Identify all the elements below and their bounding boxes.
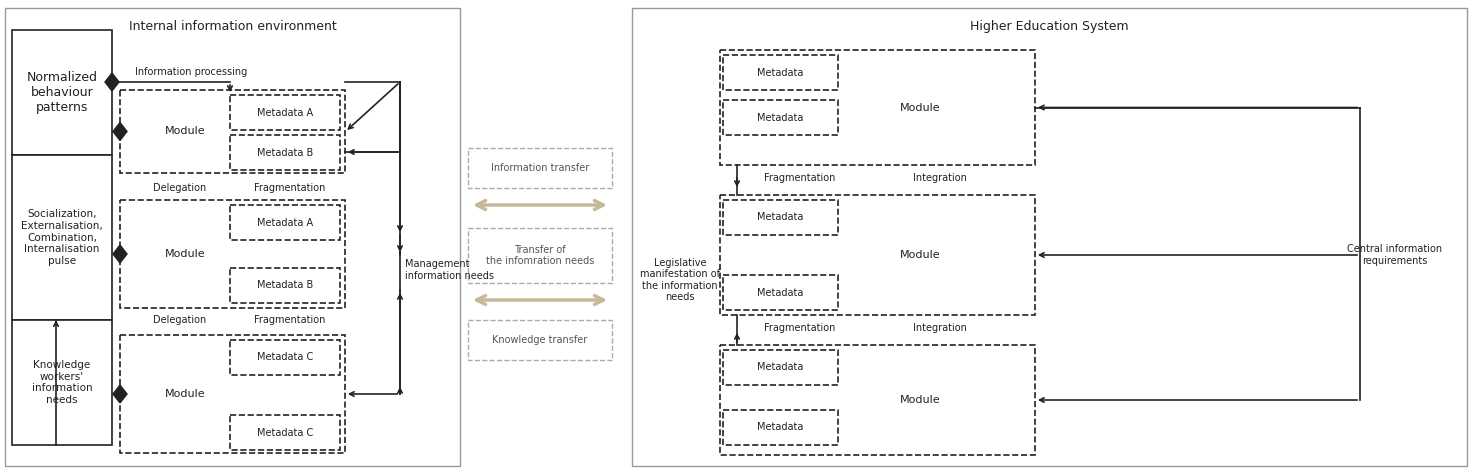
Text: Metadata: Metadata xyxy=(758,288,803,298)
Text: Metadata: Metadata xyxy=(758,363,803,373)
Bar xyxy=(230,95,340,130)
Text: Delegation: Delegation xyxy=(153,315,206,325)
Bar xyxy=(724,275,839,310)
Text: Fragmentation: Fragmentation xyxy=(765,323,836,333)
Bar xyxy=(719,195,1035,315)
Bar xyxy=(469,228,612,283)
Bar xyxy=(724,410,839,445)
Text: Metadata A: Metadata A xyxy=(256,108,312,118)
Bar xyxy=(12,30,112,155)
Bar xyxy=(724,100,839,135)
Text: Module: Module xyxy=(899,395,940,405)
Text: Delegation: Delegation xyxy=(153,183,206,193)
Bar xyxy=(4,8,460,466)
Text: Metadata C: Metadata C xyxy=(256,428,312,438)
Text: Higher Education System: Higher Education System xyxy=(970,19,1129,33)
Text: Metadata: Metadata xyxy=(758,212,803,222)
Text: Legislative
manifestation of
the information
needs: Legislative manifestation of the informa… xyxy=(640,257,719,302)
Polygon shape xyxy=(113,385,127,403)
Text: Integration: Integration xyxy=(912,323,967,333)
Text: Metadata B: Metadata B xyxy=(256,147,312,157)
Bar xyxy=(119,335,345,453)
Bar xyxy=(724,350,839,385)
Polygon shape xyxy=(113,122,127,140)
Polygon shape xyxy=(113,245,127,263)
Bar xyxy=(469,320,612,360)
Bar xyxy=(469,148,612,188)
Text: Transfer of
the infomration needs: Transfer of the infomration needs xyxy=(486,245,594,266)
Text: Knowledge transfer: Knowledge transfer xyxy=(492,335,588,345)
Text: Module: Module xyxy=(899,102,940,112)
Text: Module: Module xyxy=(165,127,205,137)
Text: Knowledge
workers'
information
needs: Knowledge workers' information needs xyxy=(31,360,93,405)
Text: Integration: Integration xyxy=(912,173,967,183)
Text: Metadata: Metadata xyxy=(758,422,803,432)
Bar xyxy=(719,50,1035,165)
Text: Management
information needs: Management information needs xyxy=(405,259,494,281)
Bar xyxy=(12,155,112,320)
Bar xyxy=(719,345,1035,455)
Bar xyxy=(12,320,112,445)
Text: Information processing: Information processing xyxy=(136,67,248,77)
Bar xyxy=(119,90,345,173)
Bar xyxy=(724,55,839,90)
Text: Metadata B: Metadata B xyxy=(256,281,312,291)
Bar xyxy=(230,340,340,375)
Text: Information transfer: Information transfer xyxy=(491,163,590,173)
Bar xyxy=(230,415,340,450)
Text: Central information
requirements: Central information requirements xyxy=(1347,244,1443,266)
Text: Metadata A: Metadata A xyxy=(256,218,312,228)
Text: Fragmentation: Fragmentation xyxy=(255,183,326,193)
Text: Metadata: Metadata xyxy=(758,67,803,78)
Text: Metadata: Metadata xyxy=(758,112,803,122)
Bar xyxy=(724,200,839,235)
Bar xyxy=(230,135,340,170)
Text: Module: Module xyxy=(899,250,940,260)
Text: Fragmentation: Fragmentation xyxy=(765,173,836,183)
Text: Internal information environment: Internal information environment xyxy=(128,19,336,33)
Text: Normalized
behaviour
patterns: Normalized behaviour patterns xyxy=(27,71,97,114)
Bar xyxy=(230,205,340,240)
Text: Fragmentation: Fragmentation xyxy=(255,315,326,325)
Bar xyxy=(230,268,340,303)
Polygon shape xyxy=(105,73,119,91)
Text: Metadata C: Metadata C xyxy=(256,353,312,363)
Text: Module: Module xyxy=(165,389,205,399)
Text: Socialization,
Externalisation,
Combination,
Internalisation
pulse: Socialization, Externalisation, Combinat… xyxy=(21,210,103,266)
Bar xyxy=(632,8,1467,466)
Text: Module: Module xyxy=(165,249,205,259)
Bar xyxy=(119,200,345,308)
